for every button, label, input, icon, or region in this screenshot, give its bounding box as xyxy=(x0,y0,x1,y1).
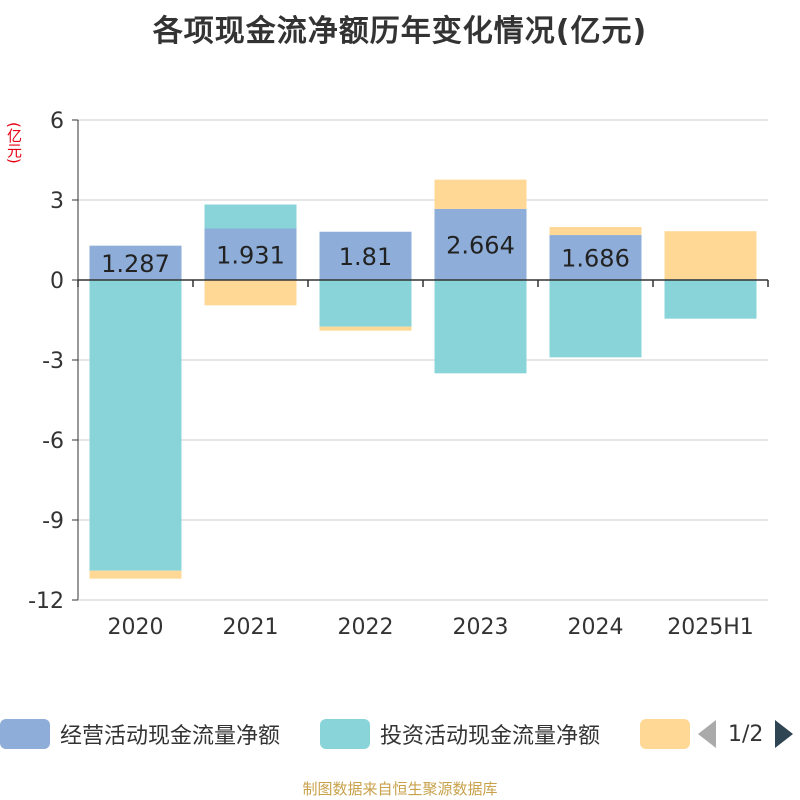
legend-next-arrow-icon[interactable] xyxy=(775,720,794,748)
bar-operating-2022 xyxy=(319,231,412,280)
data-label: 1.81 xyxy=(339,243,392,271)
legend-item[interactable]: 投资活动现金流量净额 xyxy=(320,716,600,752)
data-label: 1.686 xyxy=(561,245,630,273)
legend-label: 经营活动现金流量净额 xyxy=(60,724,281,749)
y-tick-label: -3 xyxy=(42,349,64,374)
bar-chart: 6 3 0 -3 -6 -9 -12 1.287 1.931 1.81 2.664 1.686 2020… xyxy=(28,109,769,640)
legend-page-indicator: 1/2 xyxy=(728,721,764,747)
y-axis-unit-label: (亿元) xyxy=(5,122,23,164)
legend-swatch xyxy=(0,719,50,749)
x-category-label: 2020 xyxy=(108,615,164,640)
data-label: 1.287 xyxy=(101,250,170,278)
legend-swatch xyxy=(320,719,370,749)
y-tick-label: 3 xyxy=(50,189,64,214)
legend-item[interactable] xyxy=(640,716,700,752)
bar-financing-2022 xyxy=(319,326,412,331)
legend-prev-arrow-icon[interactable] xyxy=(698,720,716,748)
bar-investing-2020 xyxy=(89,280,182,571)
x-category-label: 2021 xyxy=(223,615,279,640)
y-tick-label: 0 xyxy=(50,269,64,294)
bar-investing-2021 xyxy=(204,204,297,229)
bar-investing-2022 xyxy=(319,280,412,327)
x-category-label: 2024 xyxy=(568,615,624,640)
legend: 经营活动现金流量净额 投资活动现金流量净额 xyxy=(0,716,800,756)
x-category-label: 2022 xyxy=(338,615,394,640)
bar-financing-2023 xyxy=(434,179,527,209)
legend-item[interactable]: 经营活动现金流量净额 xyxy=(0,716,280,752)
legend-label: 投资活动现金流量净额 xyxy=(380,724,601,749)
y-tick-label: -12 xyxy=(28,589,64,614)
data-label: 1.931 xyxy=(216,241,285,269)
bar-operating-2021 xyxy=(204,228,297,280)
x-category-label: 2025H1 xyxy=(667,615,754,640)
bar-investing-2025H1 xyxy=(664,280,757,319)
data-source-note: 制图数据来自恒生聚源数据库 xyxy=(302,780,498,798)
y-tick-label: -6 xyxy=(42,429,64,454)
y-tick-label: 6 xyxy=(50,109,64,134)
data-label: 2.664 xyxy=(446,231,515,259)
x-category-label: 2023 xyxy=(453,615,509,640)
bar-operating-2023 xyxy=(434,208,527,280)
bar-investing-2023 xyxy=(434,280,527,374)
bar-operating-2024 xyxy=(549,235,642,280)
bar-financing-2021 xyxy=(204,280,297,306)
bar-operating-2020 xyxy=(89,245,182,280)
y-tick-label: -9 xyxy=(42,509,64,534)
bar-financing-2024 xyxy=(549,227,642,236)
bar-financing-2025H1 xyxy=(664,231,757,280)
chart-title: 各项现金流净额历年变化情况(亿元) xyxy=(152,14,648,49)
bar-financing-2020 xyxy=(89,570,182,579)
legend-swatch xyxy=(640,719,690,749)
bar-investing-2024 xyxy=(549,280,642,358)
legend-pager: 1/2 xyxy=(698,716,794,752)
